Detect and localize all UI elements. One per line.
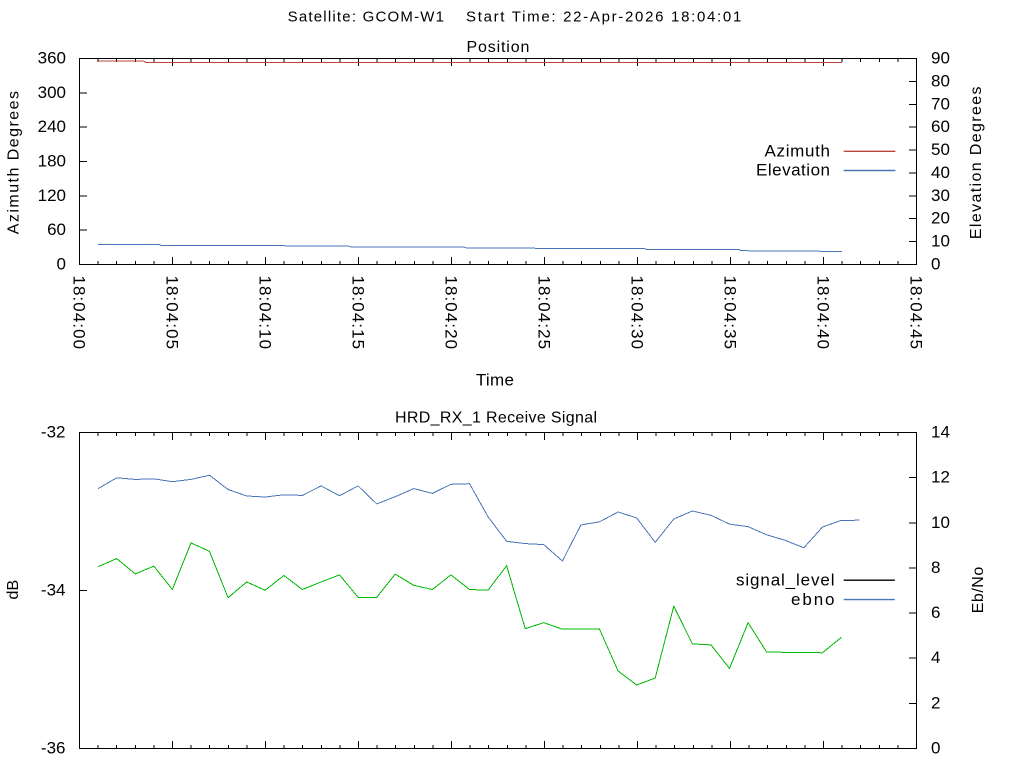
svg-text:Position: Position bbox=[466, 39, 529, 56]
svg-text:Eb/No: Eb/No bbox=[970, 567, 987, 614]
svg-text:Time: Time bbox=[476, 370, 514, 389]
svg-text:12: 12 bbox=[931, 468, 950, 487]
svg-text:Azimuth Degrees: Azimuth Degrees bbox=[6, 91, 23, 234]
svg-text:18:04:40: 18:04:40 bbox=[813, 276, 832, 350]
svg-text:240: 240 bbox=[38, 117, 66, 136]
svg-text:Azimuth: Azimuth bbox=[765, 142, 831, 161]
svg-text:180: 180 bbox=[38, 152, 66, 171]
svg-text:ebno: ebno bbox=[791, 590, 835, 609]
svg-text:18:04:45: 18:04:45 bbox=[906, 276, 925, 350]
svg-text:10: 10 bbox=[931, 232, 950, 251]
svg-text:40: 40 bbox=[931, 163, 950, 182]
svg-text:18:04:00: 18:04:00 bbox=[69, 276, 88, 350]
svg-text:4: 4 bbox=[931, 648, 940, 667]
svg-text:90: 90 bbox=[931, 49, 950, 68]
svg-text:20: 20 bbox=[931, 209, 950, 228]
svg-text:0: 0 bbox=[57, 255, 66, 274]
svg-text:30: 30 bbox=[931, 186, 950, 205]
svg-text:8: 8 bbox=[931, 558, 940, 577]
svg-text:Elevation Degrees: Elevation Degrees bbox=[968, 87, 985, 240]
svg-text:18:04:10: 18:04:10 bbox=[255, 276, 274, 350]
svg-text:50: 50 bbox=[931, 140, 950, 159]
svg-text:Start Time: 22-Apr-2026 18:04:: Start Time: 22-Apr-2026 18:04:01 bbox=[466, 8, 741, 25]
svg-text:14: 14 bbox=[931, 423, 950, 442]
svg-text:60: 60 bbox=[931, 117, 950, 136]
svg-text:HRD_RX_1 Receive Signal: HRD_RX_1 Receive Signal bbox=[395, 409, 597, 426]
svg-text:18:04:20: 18:04:20 bbox=[441, 276, 460, 350]
svg-text:360: 360 bbox=[38, 49, 66, 68]
svg-text:6: 6 bbox=[931, 603, 940, 622]
svg-text:18:04:35: 18:04:35 bbox=[720, 276, 739, 350]
svg-text:Satellite: GCOM-W1: Satellite: GCOM-W1 bbox=[288, 8, 444, 25]
svg-text:dB: dB bbox=[5, 580, 22, 600]
svg-text:-32: -32 bbox=[41, 423, 66, 442]
svg-text:18:04:05: 18:04:05 bbox=[162, 276, 181, 350]
svg-text:0: 0 bbox=[931, 739, 940, 758]
svg-text:18:04:25: 18:04:25 bbox=[534, 276, 553, 350]
svg-text:signal_level: signal_level bbox=[736, 571, 835, 590]
svg-text:80: 80 bbox=[931, 71, 950, 90]
svg-text:10: 10 bbox=[931, 513, 950, 532]
svg-text:70: 70 bbox=[931, 94, 950, 113]
svg-text:-34: -34 bbox=[41, 581, 66, 600]
svg-text:0: 0 bbox=[931, 255, 940, 274]
svg-text:-36: -36 bbox=[41, 739, 66, 758]
svg-text:60: 60 bbox=[47, 220, 66, 239]
svg-text:Elevation: Elevation bbox=[756, 161, 830, 180]
svg-text:18:04:15: 18:04:15 bbox=[348, 276, 367, 350]
svg-text:2: 2 bbox=[931, 693, 940, 712]
svg-text:120: 120 bbox=[38, 186, 66, 205]
svg-text:300: 300 bbox=[38, 83, 66, 102]
svg-text:18:04:30: 18:04:30 bbox=[627, 276, 646, 350]
